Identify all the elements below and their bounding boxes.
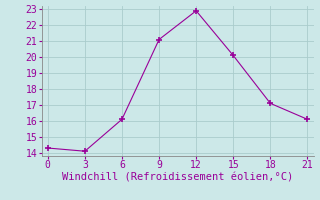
X-axis label: Windchill (Refroidissement éolien,°C): Windchill (Refroidissement éolien,°C) (62, 173, 293, 183)
